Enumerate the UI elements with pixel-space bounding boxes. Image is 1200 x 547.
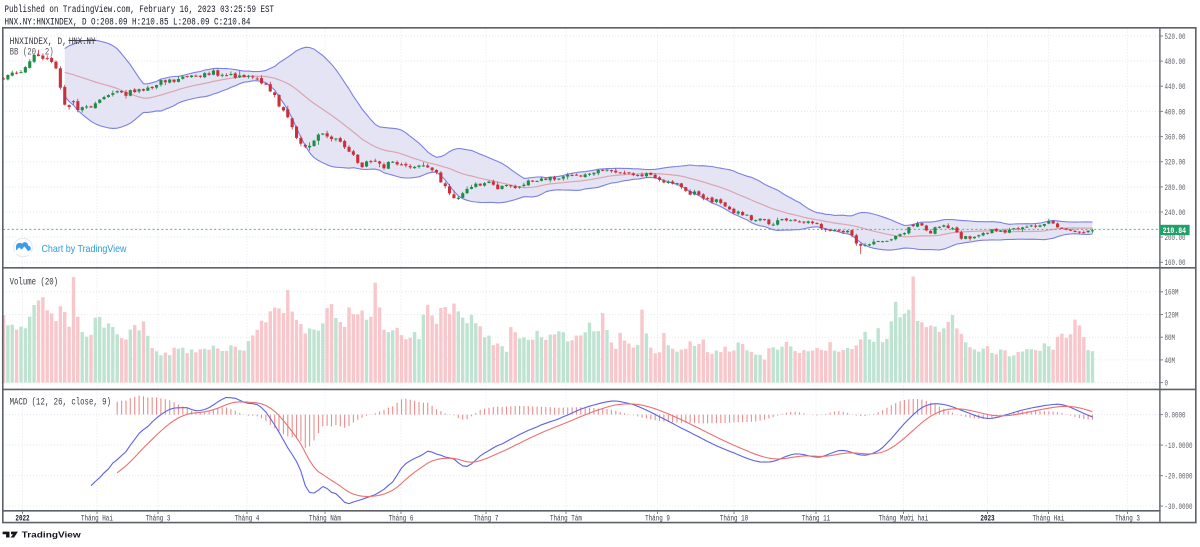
svg-text:Chart by TradingView: Chart by TradingView xyxy=(42,243,127,255)
svg-text:2022: 2022 xyxy=(15,514,29,523)
svg-text:Tháng 7: Tháng 7 xyxy=(474,513,499,523)
svg-text:360.00: 360.00 xyxy=(1165,134,1186,143)
svg-text:HNX.NY: HNX.NY xyxy=(69,37,96,48)
svg-text:240.00: 240.00 xyxy=(1165,209,1186,218)
svg-text:280.00: 280.00 xyxy=(1165,184,1186,193)
svg-text:480.00: 480.00 xyxy=(1165,58,1186,67)
svg-text:TradingView: TradingView xyxy=(22,530,81,540)
svg-text:0.0000: 0.0000 xyxy=(1165,412,1186,421)
svg-text:Tháng Năm: Tháng Năm xyxy=(309,513,341,523)
svg-text:Volume (20): Volume (20) xyxy=(10,276,59,288)
svg-text:Tháng 11: Tháng 11 xyxy=(802,513,830,523)
svg-text:HNX.NY:HNXINDEX, D O:208.09 H:: HNX.NY:HNXINDEX, D O:208.09 H:210.85 L:2… xyxy=(5,18,251,29)
svg-text:200.00: 200.00 xyxy=(1165,234,1186,243)
svg-text:160M: 160M xyxy=(1165,289,1179,298)
svg-text:Tháng Mười hai: Tháng Mười hai xyxy=(879,513,929,523)
svg-text:Published on TradingView.com,: Published on TradingView.com, February 1… xyxy=(5,4,275,16)
svg-text:Tháng Hai: Tháng Hai xyxy=(81,513,113,523)
svg-text:400.00: 400.00 xyxy=(1165,108,1186,117)
svg-text:Tháng 6: Tháng 6 xyxy=(389,513,414,523)
svg-text:BB (20, 2): BB (20, 2) xyxy=(10,46,54,58)
svg-text:440.00: 440.00 xyxy=(1165,83,1186,92)
svg-text:210.84: 210.84 xyxy=(1163,227,1187,236)
svg-text:Tháng 3: Tháng 3 xyxy=(1115,513,1140,523)
svg-text:-30.0000: -30.0000 xyxy=(1165,503,1193,512)
svg-text:120M: 120M xyxy=(1165,311,1179,320)
svg-text:80M: 80M xyxy=(1165,334,1176,343)
svg-text:Tháng 3: Tháng 3 xyxy=(146,513,171,523)
svg-text:Tháng 9: Tháng 9 xyxy=(645,513,670,523)
svg-text:Tháng 4: Tháng 4 xyxy=(235,513,260,523)
svg-text:0: 0 xyxy=(1165,380,1169,389)
svg-text:40M: 40M xyxy=(1165,357,1176,366)
svg-text:2023: 2023 xyxy=(980,514,994,523)
svg-text:160.00: 160.00 xyxy=(1165,259,1186,268)
svg-text:Tháng Hai: Tháng Hai xyxy=(1033,513,1065,523)
svg-text:MACD (12, 26, close, 9): MACD (12, 26, close, 9) xyxy=(10,396,111,408)
svg-text:320.00: 320.00 xyxy=(1165,159,1186,168)
svg-text:-20.0000: -20.0000 xyxy=(1165,473,1193,482)
svg-text:Tháng 10: Tháng 10 xyxy=(720,513,748,523)
svg-text:HNXINDEX, D,: HNXINDEX, D, xyxy=(10,37,67,48)
svg-text:520.00: 520.00 xyxy=(1165,33,1186,42)
svg-text:Tháng Tám: Tháng Tám xyxy=(550,513,582,523)
svg-text:-10.0000: -10.0000 xyxy=(1165,442,1193,451)
